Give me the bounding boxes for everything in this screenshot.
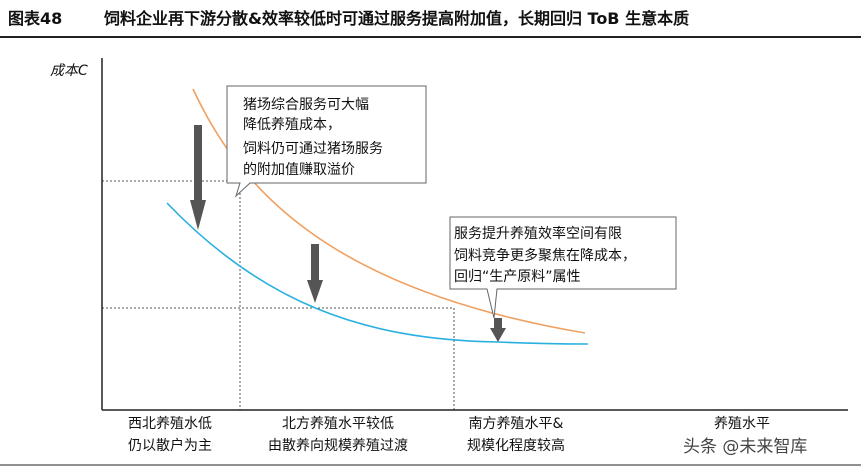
callout-line: 的附加值赚取溢价 (243, 162, 355, 178)
callout-line: 回归“生产原料”属性 (454, 268, 581, 285)
guide-lines (102, 180, 455, 410)
reduction-arrow-north (307, 244, 323, 303)
axes (101, 58, 848, 411)
arrow-shaft (311, 244, 319, 282)
region-label-west: 西北养殖水低 (128, 415, 212, 432)
region-label-north: 北方养殖水平较低 (282, 415, 394, 432)
arrow-head (490, 328, 506, 342)
callout-line: 猪场综合服务可大幅 (243, 97, 369, 113)
callout-line: 降低养殖成本， (243, 116, 341, 133)
region-labels: 西北养殖水低 仍以散户为主 北方养殖水平较低 由散养向规模养殖过渡 南方养殖水平… (128, 415, 770, 454)
figure-label: 图表48 (8, 9, 62, 28)
upper-cost-curve (192, 88, 586, 334)
callout-service-premium: 猪场综合服务可大幅 降低养殖成本， 饲料仍可通过猪场服务 的附加值赚取溢价 (226, 85, 427, 198)
reduction-arrow-south (490, 318, 506, 342)
callout-raw-material: 服务提升养殖效率空间有限 饲料竞争更多聚焦在降成本， 回归“生产原料”属性 (449, 216, 677, 319)
callout-line: 饲料竞争更多聚焦在降成本， (454, 247, 636, 264)
callout-line: 服务提升养殖效率空间有限 (454, 225, 622, 242)
callout-box (226, 85, 427, 198)
arrow-shaft (194, 125, 202, 203)
region-label-north: 由散养向规模养殖过渡 (268, 437, 408, 454)
region-label-south: 规模化程度较高 (467, 437, 565, 454)
x-axis-label: 养殖水平 (714, 415, 770, 432)
arrow-shaft (494, 318, 502, 330)
lower-cost-curve (166, 202, 589, 345)
arrow-head (190, 200, 206, 230)
callout-line: 饲料仍可通过猪场服务 (243, 141, 383, 157)
reduction-arrow-west (190, 125, 206, 230)
arrow-head (307, 280, 323, 303)
figure-title: 饲料企业再下游分散&效率较低时可通过服务提高附加值，长期回归 ToB 生意本质 (103, 9, 689, 28)
region-label-west: 仍以散户为主 (128, 437, 212, 454)
callout-box (449, 216, 677, 319)
region-label-south: 南方养殖水平& (469, 415, 564, 432)
y-axis-label: 成本C (50, 63, 88, 79)
watermark: 头条 @未来智库 (683, 437, 807, 457)
